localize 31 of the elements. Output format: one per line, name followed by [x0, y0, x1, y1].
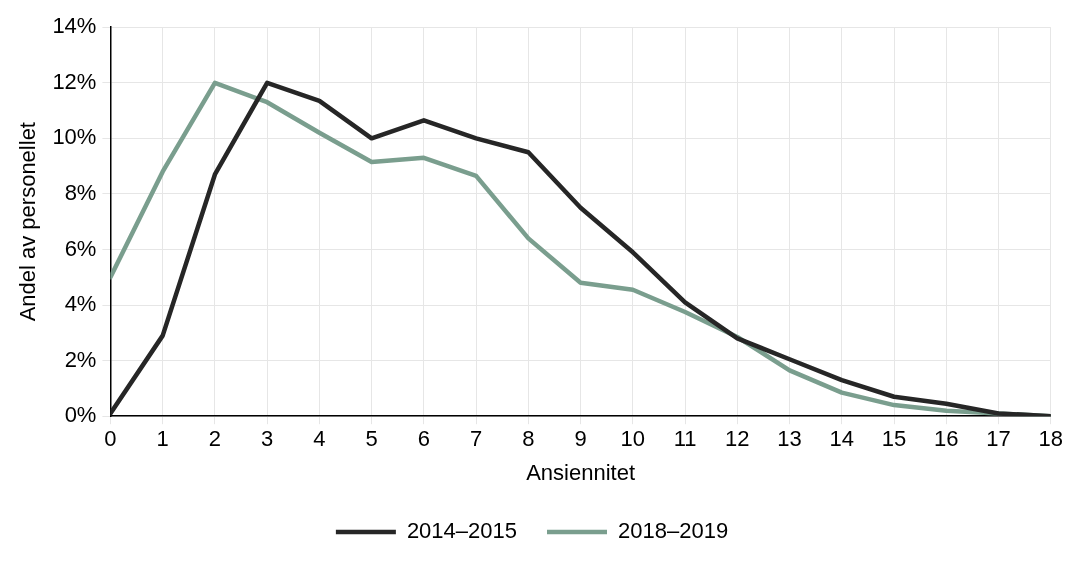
x-tick-label: 4 [313, 426, 326, 452]
legend-label: 2014–2015 [406, 518, 518, 544]
x-tick-label: 2 [208, 426, 222, 452]
x-tick-label: 11 [673, 426, 697, 452]
x-tick-label: 7 [469, 426, 483, 452]
x-tick-label: 18 [1038, 426, 1064, 452]
x-tick-label: 15 [881, 426, 907, 452]
x-tick-label: 3 [261, 426, 274, 452]
x-tick-label: 0 [104, 426, 117, 452]
y-tick-label: 8% [64, 179, 97, 205]
y-tick-label: 4% [64, 291, 97, 317]
x-tick-label: 6 [417, 426, 430, 452]
x-axis-title: Ansiennitet [526, 459, 636, 485]
y-tick-label: 12% [52, 68, 97, 94]
y-tick-label: 6% [64, 235, 97, 261]
x-tick-label: 8 [522, 426, 535, 452]
y-tick-label: 2% [64, 346, 97, 372]
x-tick-label: 17 [986, 426, 1011, 452]
x-tick-label: 12 [725, 426, 750, 452]
y-tick-label: 14% [52, 13, 97, 39]
x-tick-label: 13 [777, 426, 802, 452]
x-tick-label: 14 [829, 426, 855, 452]
y-tick-label: 0% [64, 402, 97, 428]
x-tick-label: 10 [620, 426, 646, 452]
legend-label: 2018–2019 [618, 518, 729, 544]
x-tick-label: 5 [365, 426, 378, 452]
x-tick-label: 1 [156, 426, 169, 452]
x-tick-label: 16 [934, 426, 959, 452]
y-tick-label: 10% [52, 124, 97, 150]
y-axis-title: Andel av personellet [15, 122, 41, 322]
x-tick-label: 9 [574, 426, 587, 452]
